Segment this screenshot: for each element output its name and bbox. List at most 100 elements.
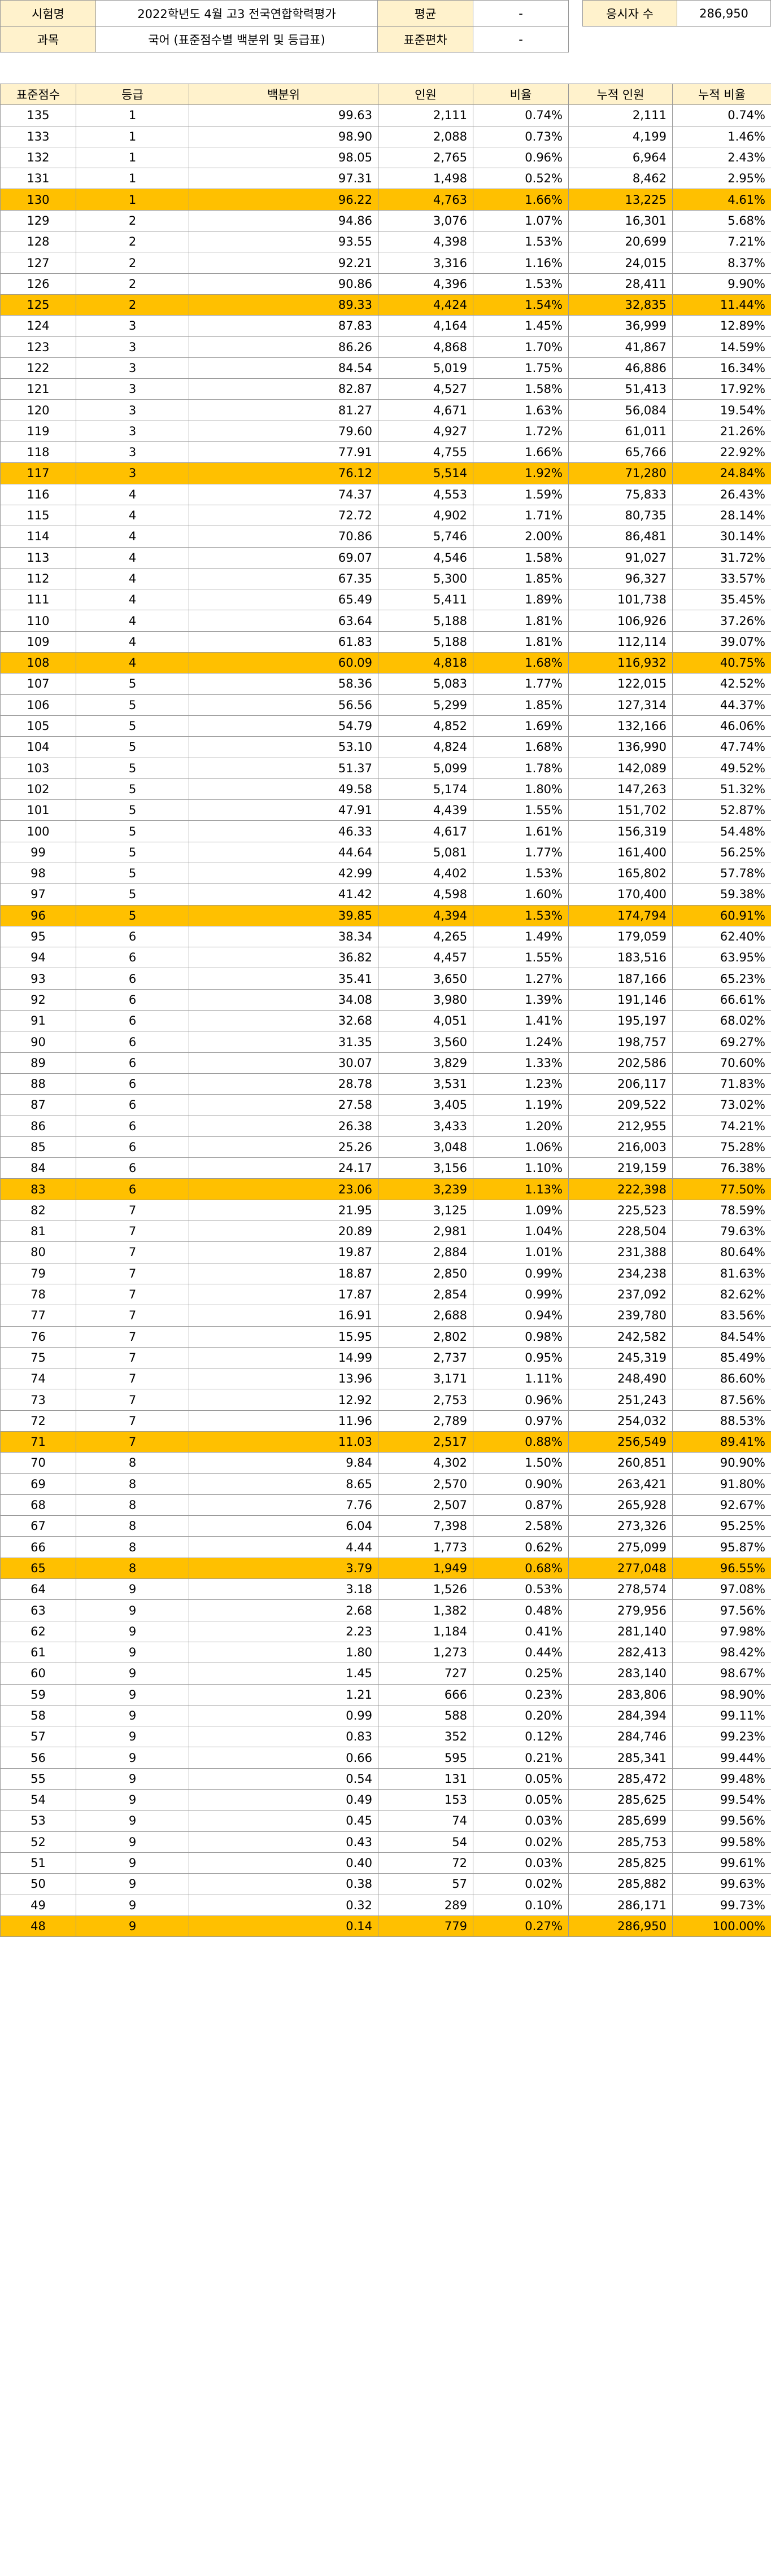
percentile-cell: 86.26 <box>189 336 378 358</box>
percentile-cell: 0.99 <box>189 1704 378 1727</box>
table-row: 77 7 16.91 2,688 0.94% 239,780 83.56% <box>0 1305 771 1327</box>
table-row: 124 3 87.83 4,164 1.45% 36,999 12.89% <box>0 315 771 337</box>
score-cell: 123 <box>0 336 76 358</box>
cum-ratio-cell: 91.80% <box>672 1473 771 1495</box>
cum-ratio-cell: 74.21% <box>672 1115 771 1137</box>
cum-ratio-cell: 7.21% <box>672 231 771 253</box>
cum-count-cell: 161,400 <box>568 841 673 863</box>
cum-ratio-cell: 39.07% <box>672 631 771 653</box>
grade-cell: 3 <box>76 399 189 421</box>
percentile-cell: 35.41 <box>189 968 378 990</box>
cum-count-cell: 283,140 <box>568 1663 673 1685</box>
table-row: 85 6 25.26 3,048 1.06% 216,003 75.28% <box>0 1136 771 1158</box>
score-cell: 49 <box>0 1894 76 1916</box>
table-row: 87 6 27.58 3,405 1.19% 209,522 73.02% <box>0 1094 771 1116</box>
ratio-cell: 0.48% <box>473 1599 569 1621</box>
ratio-cell: 0.99% <box>473 1283 569 1306</box>
table-row: 68 8 7.76 2,507 0.87% 265,928 92.67% <box>0 1494 771 1516</box>
score-cell: 120 <box>0 399 76 421</box>
table-row: 54 9 0.49 153 0.05% 285,625 99.54% <box>0 1789 771 1811</box>
percentile-cell: 79.60 <box>189 420 378 443</box>
grade-cell: 5 <box>76 694 189 716</box>
grade-cell: 4 <box>76 546 189 568</box>
takers-value: 286,950 <box>677 0 771 27</box>
grade-cell: 6 <box>76 989 189 1011</box>
percentile-cell: 20.89 <box>189 1221 378 1243</box>
sd-value: - <box>473 26 569 53</box>
ratio-cell: 0.88% <box>473 1431 569 1453</box>
ratio-cell: 1.49% <box>473 925 569 948</box>
table-row: 59 9 1.21 666 0.23% 283,806 98.90% <box>0 1683 771 1705</box>
percentile-cell: 34.08 <box>189 989 378 1011</box>
table-row: 120 3 81.27 4,671 1.63% 56,084 19.54% <box>0 399 771 421</box>
percentile-cell: 25.26 <box>189 1136 378 1158</box>
grade-cell: 2 <box>76 209 189 232</box>
cum-count-cell: 147,263 <box>568 778 673 801</box>
ratio-cell: 1.66% <box>473 441 569 463</box>
percentile-cell: 0.38 <box>189 1873 378 1895</box>
ratio-cell: 1.61% <box>473 820 569 842</box>
table-row: 102 5 49.58 5,174 1.80% 147,263 51.32% <box>0 778 771 801</box>
grade-cell: 5 <box>76 778 189 801</box>
count-cell: 4,457 <box>378 947 473 969</box>
ratio-cell: 1.10% <box>473 1157 569 1179</box>
score-cell: 103 <box>0 757 76 779</box>
cum-ratio-cell: 9.90% <box>672 273 771 295</box>
count-cell: 4,553 <box>378 483 473 505</box>
count-cell: 2,570 <box>378 1473 473 1495</box>
cum-count-cell: 216,003 <box>568 1136 673 1158</box>
cum-ratio-cell: 16.34% <box>672 357 771 379</box>
table-row: 66 8 4.44 1,773 0.62% 275,099 95.87% <box>0 1536 771 1558</box>
cum-ratio-cell: 99.61% <box>672 1852 771 1874</box>
sd-label: 표준편차 <box>377 26 473 53</box>
cum-ratio-cell: 47.74% <box>672 736 771 758</box>
ratio-cell: 0.10% <box>473 1894 569 1916</box>
cum-count-cell: 219,159 <box>568 1157 673 1179</box>
cum-count-cell: 279,956 <box>568 1599 673 1621</box>
percentile-cell: 77.91 <box>189 441 378 463</box>
percentile-cell: 18.87 <box>189 1262 378 1284</box>
score-cell: 83 <box>0 1178 76 1200</box>
cum-count-cell: 239,780 <box>568 1305 673 1327</box>
count-cell: 5,188 <box>378 631 473 653</box>
score-cell: 79 <box>0 1262 76 1284</box>
cum-count-cell: 285,825 <box>568 1852 673 1874</box>
count-cell: 4,546 <box>378 546 473 568</box>
count-cell: 588 <box>378 1704 473 1727</box>
score-cell: 96 <box>0 904 76 926</box>
grade-cell: 5 <box>76 715 189 737</box>
grade-cell: 5 <box>76 736 189 758</box>
ratio-cell: 1.23% <box>473 1073 569 1095</box>
count-cell: 3,316 <box>378 252 473 274</box>
cum-ratio-cell: 56.25% <box>672 841 771 863</box>
percentile-cell: 54.79 <box>189 715 378 737</box>
percentile-cell: 99.63 <box>189 104 378 126</box>
count-cell: 4,617 <box>378 820 473 842</box>
cum-ratio-cell: 59.38% <box>672 884 771 906</box>
score-cell: 124 <box>0 315 76 337</box>
grade-cell: 5 <box>76 841 189 863</box>
table-row: 112 4 67.35 5,300 1.85% 96,327 33.57% <box>0 567 771 590</box>
percentile-cell: 17.87 <box>189 1283 378 1306</box>
ratio-cell: 1.85% <box>473 567 569 590</box>
table-row: 50 9 0.38 57 0.02% 285,882 99.63% <box>0 1873 771 1895</box>
table-row: 83 6 23.06 3,239 1.13% 222,398 77.50% <box>0 1178 771 1200</box>
ratio-cell: 1.07% <box>473 209 569 232</box>
grade-cell: 9 <box>76 1810 189 1832</box>
score-cell: 127 <box>0 252 76 274</box>
cum-count-cell: 281,140 <box>568 1620 673 1642</box>
cum-count-cell: 285,472 <box>568 1768 673 1790</box>
count-cell: 2,765 <box>378 146 473 169</box>
table-row: 91 6 32.68 4,051 1.41% 195,197 68.02% <box>0 1010 771 1032</box>
table-row: 96 5 39.85 4,394 1.53% 174,794 60.91% <box>0 904 771 926</box>
percentile-cell: 93.55 <box>189 231 378 253</box>
ratio-cell: 0.52% <box>473 168 569 190</box>
cum-ratio-cell: 33.57% <box>672 567 771 590</box>
score-cell: 108 <box>0 652 76 674</box>
cum-ratio-cell: 66.61% <box>672 989 771 1011</box>
score-cell: 52 <box>0 1831 76 1853</box>
percentile-cell: 0.49 <box>189 1789 378 1811</box>
grade-cell: 4 <box>76 504 189 527</box>
cum-ratio-cell: 65.23% <box>672 968 771 990</box>
cum-count-cell: 32,835 <box>568 294 673 316</box>
